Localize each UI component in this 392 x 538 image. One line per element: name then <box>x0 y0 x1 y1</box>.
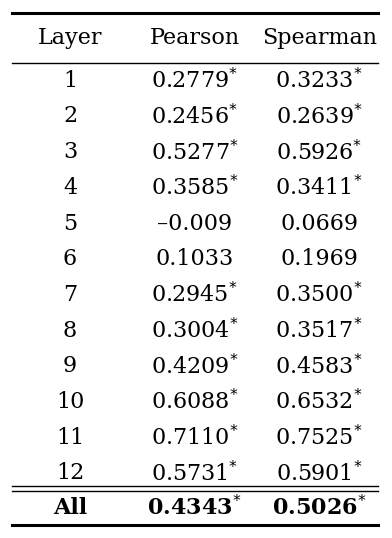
Text: 0.6532$^{*}$: 0.6532$^{*}$ <box>276 390 363 415</box>
Text: 2: 2 <box>63 105 77 128</box>
Text: Spearman: Spearman <box>261 27 377 49</box>
Text: 0.7110$^{*}$: 0.7110$^{*}$ <box>151 425 238 450</box>
Text: 9: 9 <box>63 355 77 377</box>
Text: 0.3500$^{*}$: 0.3500$^{*}$ <box>276 282 363 308</box>
Text: 8: 8 <box>63 320 77 342</box>
Text: –0.009: –0.009 <box>157 213 232 235</box>
Text: 0.6088$^{*}$: 0.6088$^{*}$ <box>151 390 238 415</box>
Text: 0.3004$^{*}$: 0.3004$^{*}$ <box>151 318 238 343</box>
Text: 0.4583$^{*}$: 0.4583$^{*}$ <box>276 353 363 379</box>
Text: 0.0669: 0.0669 <box>280 213 358 235</box>
Text: Layer: Layer <box>38 27 102 49</box>
Text: 0.5731$^{*}$: 0.5731$^{*}$ <box>151 461 238 486</box>
Text: All: All <box>53 497 87 519</box>
Text: 5: 5 <box>63 213 77 235</box>
Text: 0.2639$^{*}$: 0.2639$^{*}$ <box>276 104 363 129</box>
Text: 10: 10 <box>56 391 84 413</box>
Text: 0.2945$^{*}$: 0.2945$^{*}$ <box>151 282 238 308</box>
Text: 1: 1 <box>63 70 77 92</box>
Text: 6: 6 <box>63 248 77 270</box>
Text: 3: 3 <box>63 141 77 163</box>
Text: 4: 4 <box>63 177 77 199</box>
Text: 0.3233$^{*}$: 0.3233$^{*}$ <box>276 68 363 94</box>
Text: 11: 11 <box>56 427 84 449</box>
Text: 0.5026$^{*}$: 0.5026$^{*}$ <box>272 495 367 520</box>
Text: 0.3517$^{*}$: 0.3517$^{*}$ <box>276 318 363 343</box>
Text: 0.3585$^{*}$: 0.3585$^{*}$ <box>151 175 238 201</box>
Text: 0.5901$^{*}$: 0.5901$^{*}$ <box>276 461 363 486</box>
Text: 12: 12 <box>56 462 84 484</box>
Text: 0.3411$^{*}$: 0.3411$^{*}$ <box>276 175 363 201</box>
Text: 0.4343$^{*}$: 0.4343$^{*}$ <box>147 495 242 520</box>
Text: 0.1969: 0.1969 <box>280 248 358 270</box>
Text: 0.4209$^{*}$: 0.4209$^{*}$ <box>151 353 238 379</box>
Text: 0.7525$^{*}$: 0.7525$^{*}$ <box>276 425 363 450</box>
Text: 0.1033: 0.1033 <box>156 248 234 270</box>
Text: 0.5277$^{*}$: 0.5277$^{*}$ <box>151 139 238 165</box>
Text: 0.2456$^{*}$: 0.2456$^{*}$ <box>151 104 238 129</box>
Text: 0.5926$^{*}$: 0.5926$^{*}$ <box>276 139 362 165</box>
Text: 7: 7 <box>63 284 77 306</box>
Text: 0.2779$^{*}$: 0.2779$^{*}$ <box>151 68 238 94</box>
Text: Pearson: Pearson <box>149 27 240 49</box>
